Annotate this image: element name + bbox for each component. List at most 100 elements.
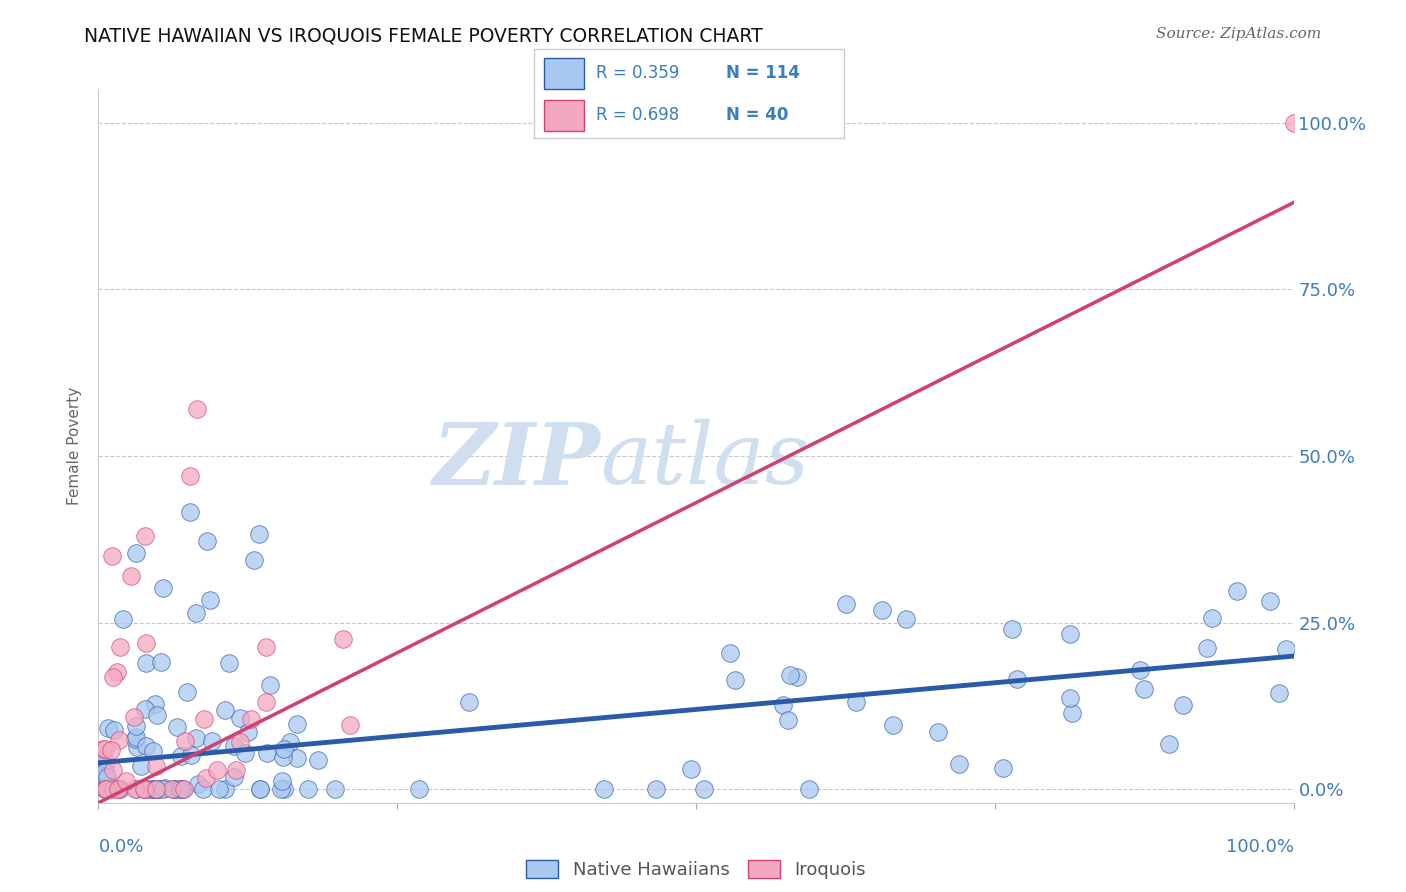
Point [152, 581, 174, 595]
Point [271, 750, 294, 764]
Point [845, 695, 868, 709]
Point [110, 782, 132, 797]
Point [100, 743, 122, 757]
Point [271, 774, 294, 789]
Point [135, 636, 157, 650]
Point [103, 782, 125, 797]
Point [835, 597, 858, 611]
Point [122, 709, 145, 723]
Point [1226, 584, 1249, 599]
Point [872, 603, 894, 617]
Point [134, 782, 156, 797]
Point [644, 782, 666, 797]
Point [254, 640, 277, 654]
Point [134, 782, 156, 797]
Point [724, 673, 747, 687]
Point [218, 656, 240, 670]
Text: N = 40: N = 40 [725, 106, 789, 124]
Point [163, 782, 186, 797]
Point [297, 782, 319, 797]
Point [134, 702, 156, 716]
Point [249, 782, 271, 797]
Text: Source: ZipAtlas.com: Source: ZipAtlas.com [1156, 27, 1322, 41]
Point [307, 753, 329, 767]
Text: R = 0.698: R = 0.698 [596, 106, 679, 124]
Text: R = 0.359: R = 0.359 [596, 64, 679, 82]
Point [179, 469, 201, 483]
Point [145, 759, 167, 773]
Point [214, 703, 236, 717]
Point [1274, 642, 1296, 657]
Point [1129, 664, 1152, 678]
Point [163, 782, 186, 797]
Point [693, 782, 716, 797]
Point [229, 711, 252, 725]
Point [1060, 706, 1083, 721]
Point [129, 758, 152, 772]
Point [195, 771, 218, 785]
Point [1282, 115, 1305, 129]
Point [458, 695, 481, 709]
Point [242, 553, 264, 567]
Point [120, 569, 142, 583]
Text: atlas: atlas [600, 419, 810, 501]
Point [180, 748, 202, 763]
Point [273, 742, 295, 756]
Point [679, 763, 702, 777]
Point [772, 698, 794, 712]
Point [105, 665, 128, 679]
Point [224, 770, 246, 784]
Point [186, 402, 208, 417]
Point [155, 781, 177, 796]
Point [142, 782, 165, 797]
Point [323, 782, 346, 797]
Point [172, 782, 194, 797]
Point [786, 670, 808, 684]
Point [1197, 641, 1219, 656]
Point [125, 782, 148, 797]
Point [152, 782, 174, 797]
FancyBboxPatch shape [544, 58, 583, 89]
Point [224, 739, 246, 754]
Point [285, 716, 308, 731]
Point [134, 782, 156, 797]
Text: NATIVE HAWAIIAN VS IROQUOIS FEMALE POVERTY CORRELATION CHART: NATIVE HAWAIIAN VS IROQUOIS FEMALE POVER… [84, 27, 763, 45]
Point [94, 769, 117, 783]
Point [134, 529, 156, 543]
Point [170, 782, 193, 797]
Point [256, 746, 278, 760]
Text: 100.0%: 100.0% [1226, 838, 1294, 855]
Point [259, 678, 281, 692]
Point [1132, 682, 1154, 697]
Point [184, 731, 207, 745]
Point [146, 782, 169, 797]
Point [195, 533, 218, 548]
Point [91, 742, 114, 756]
Point [135, 739, 157, 754]
Point [592, 782, 614, 797]
Point [894, 612, 917, 626]
Point [1059, 627, 1081, 641]
Point [184, 607, 207, 621]
Y-axis label: Female Poverty: Female Poverty [67, 387, 83, 505]
Point [233, 747, 256, 761]
Point [778, 713, 800, 727]
Text: 0.0%: 0.0% [98, 838, 143, 855]
Point [173, 734, 195, 748]
Point [94, 742, 117, 756]
Point [882, 717, 904, 731]
Point [101, 670, 124, 684]
Point [991, 761, 1014, 775]
Point [170, 749, 193, 764]
Point [173, 782, 195, 797]
Point [1201, 611, 1223, 625]
Point [111, 611, 134, 625]
Point [108, 640, 131, 654]
Point [94, 758, 117, 772]
Point [238, 725, 260, 739]
Point [1001, 623, 1024, 637]
Point [240, 712, 263, 726]
Point [94, 764, 117, 779]
Point [797, 782, 820, 797]
Point [124, 782, 146, 797]
